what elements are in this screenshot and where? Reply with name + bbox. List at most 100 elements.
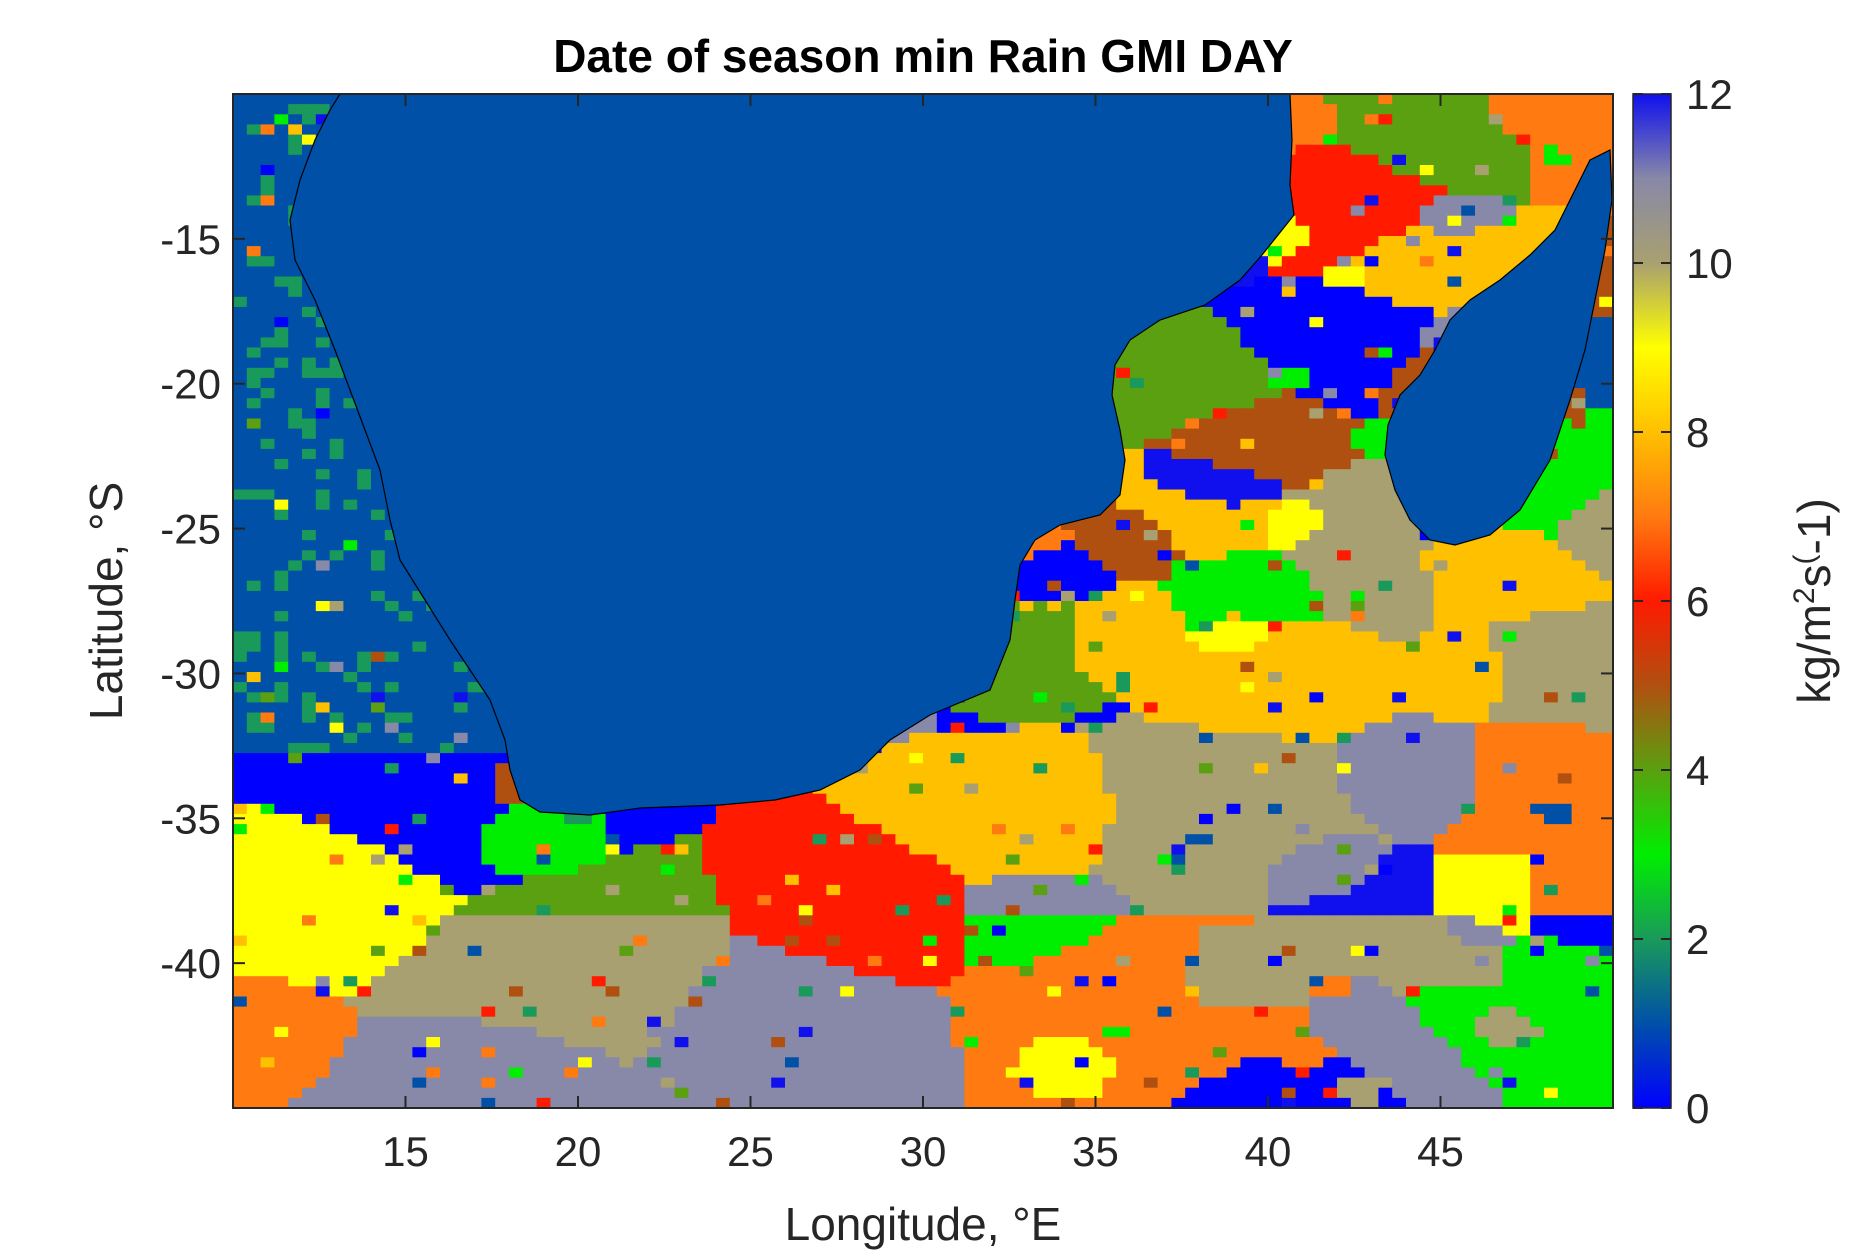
- grid-cell: [1254, 580, 1269, 592]
- grid-cell: [1406, 276, 1421, 288]
- grid-cell: [1544, 185, 1559, 197]
- grid-cell: [274, 550, 289, 562]
- grid-cell: [1544, 94, 1559, 105]
- grid-cell: [1226, 306, 1241, 318]
- grid-cell: [1295, 357, 1310, 369]
- grid-cell: [1268, 590, 1283, 602]
- grid-cell: [1212, 327, 1228, 338]
- grid-cell: [398, 570, 413, 582]
- grid-cell: [1433, 540, 1448, 551]
- grid-cell: [302, 377, 317, 389]
- grid-cell: [1585, 317, 1600, 328]
- grid-cell: [1419, 185, 1435, 197]
- grid-cell: [1599, 509, 1613, 521]
- grid-cell: [1419, 540, 1435, 551]
- grid-cell: [1019, 570, 1034, 582]
- grid-cell: [1419, 246, 1435, 257]
- grid-cell: [343, 459, 358, 470]
- grid-cell: [1364, 134, 1379, 146]
- grid-cell: [1157, 367, 1172, 379]
- grid-cell: [1599, 530, 1613, 541]
- grid-cell: [371, 570, 386, 582]
- grid-cell: [1516, 550, 1531, 562]
- grid-cell: [1392, 215, 1407, 227]
- grid-cell: [1323, 165, 1338, 176]
- grid-cell: [233, 438, 248, 450]
- grid-cell: [1392, 104, 1407, 115]
- grid-cell: [1240, 530, 1255, 541]
- grid-cell: [1268, 388, 1283, 399]
- grid-cell: [1461, 540, 1476, 551]
- grid-cell: [1295, 550, 1310, 562]
- grid-cell: [1350, 530, 1366, 541]
- grid-cell: [260, 519, 275, 531]
- grid-cell: [1433, 124, 1448, 136]
- grid-cell: [1337, 408, 1352, 420]
- grid-cell: [288, 165, 303, 176]
- grid-cell: [1157, 560, 1172, 572]
- grid-cell: [1116, 479, 1131, 491]
- grid-cell: [1406, 530, 1421, 541]
- grid-cell: [1447, 286, 1462, 298]
- grid-cell: [1585, 367, 1600, 379]
- grid-cell: [357, 448, 372, 460]
- grid-cell: [1433, 236, 1448, 247]
- grid-cell: [246, 327, 262, 338]
- grid-cell: [1571, 580, 1586, 592]
- grid-cell: [1350, 570, 1366, 582]
- grid-cell: [1240, 428, 1255, 440]
- grid-cell: [1350, 398, 1366, 409]
- grid-cell: [329, 388, 344, 399]
- grid-cell: [1544, 205, 1559, 217]
- grid-cell: [233, 428, 248, 440]
- grid-cell: [1378, 357, 1393, 369]
- grid-cell: [1226, 418, 1241, 430]
- grid-cell: [246, 367, 262, 379]
- grid-cell: [1571, 519, 1586, 531]
- grid-cell: [288, 398, 303, 409]
- grid-cell: [1295, 175, 1310, 186]
- grid-cell: [1350, 165, 1366, 176]
- grid-cell: [1516, 165, 1531, 176]
- grid-cell: [1461, 154, 1476, 166]
- grid-cell: [1337, 236, 1352, 247]
- grid-cell: [1392, 519, 1407, 531]
- grid-cell: [1364, 388, 1379, 399]
- grid-cell: [315, 448, 331, 460]
- grid-cell: [302, 580, 317, 592]
- grid-cell: [1378, 347, 1393, 359]
- grid-cell: [1378, 154, 1393, 166]
- grid-cell: [1378, 499, 1393, 511]
- grid-cell: [1502, 519, 1517, 531]
- grid-cell: [1599, 144, 1613, 156]
- grid-cell: [1212, 428, 1228, 440]
- grid-cell: [288, 388, 303, 399]
- grid-cell: [302, 388, 317, 399]
- grid-cell: [1378, 408, 1393, 420]
- grid-cell: [315, 398, 331, 409]
- grid-cell: [274, 398, 289, 409]
- grid-cell: [274, 570, 289, 582]
- grid-cell: [1212, 560, 1228, 572]
- grid-cell: [233, 590, 248, 602]
- grid-cell: [1295, 530, 1310, 541]
- grid-cell: [274, 357, 289, 369]
- grid-cell: [274, 509, 289, 521]
- grid-cell: [1323, 134, 1338, 146]
- grid-cell: [1254, 509, 1269, 521]
- grid-cell: [1392, 317, 1407, 328]
- grid-cell: [1143, 560, 1159, 572]
- grid-cell: [233, 479, 248, 491]
- grid-cell: [1130, 428, 1145, 440]
- grid-cell: [1350, 367, 1366, 379]
- grid-cell: [1212, 530, 1228, 541]
- grid-cell: [1447, 276, 1462, 288]
- grid-cell: [1599, 499, 1613, 511]
- grid-cell: [1571, 479, 1586, 491]
- grid-cell: [288, 590, 303, 602]
- grid-cell: [1557, 530, 1573, 541]
- grid-cell: [1061, 519, 1076, 531]
- grid-cell: [1516, 519, 1531, 531]
- grid-cell: [1419, 306, 1435, 318]
- grid-cell: [384, 580, 400, 592]
